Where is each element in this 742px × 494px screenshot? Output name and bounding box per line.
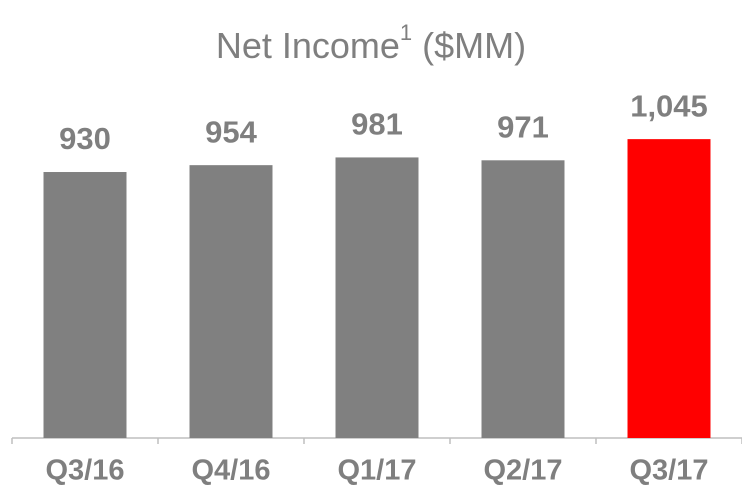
x-tick-label: Q4/16	[192, 455, 271, 487]
bar	[627, 139, 711, 438]
x-tick-label: Q2/17	[484, 455, 563, 487]
title-superscript: 1	[400, 20, 412, 45]
x-tick-label: Q3/16	[46, 455, 125, 487]
bar	[43, 172, 127, 438]
title-main: Net Income	[216, 25, 400, 66]
x-tick-label: Q3/17	[630, 455, 709, 487]
value-label: 930	[59, 121, 111, 156]
bar	[481, 160, 565, 438]
x-tick-label: Q1/17	[338, 455, 417, 487]
chart-title: Net Income1 ($MM)	[216, 20, 526, 66]
bar	[189, 165, 273, 438]
bar	[335, 157, 419, 438]
value-label: 981	[351, 107, 403, 142]
title-unit: ($MM)	[422, 25, 526, 66]
value-label: 954	[205, 114, 257, 149]
value-label: 1,045	[630, 88, 708, 123]
value-label: 971	[497, 109, 549, 144]
